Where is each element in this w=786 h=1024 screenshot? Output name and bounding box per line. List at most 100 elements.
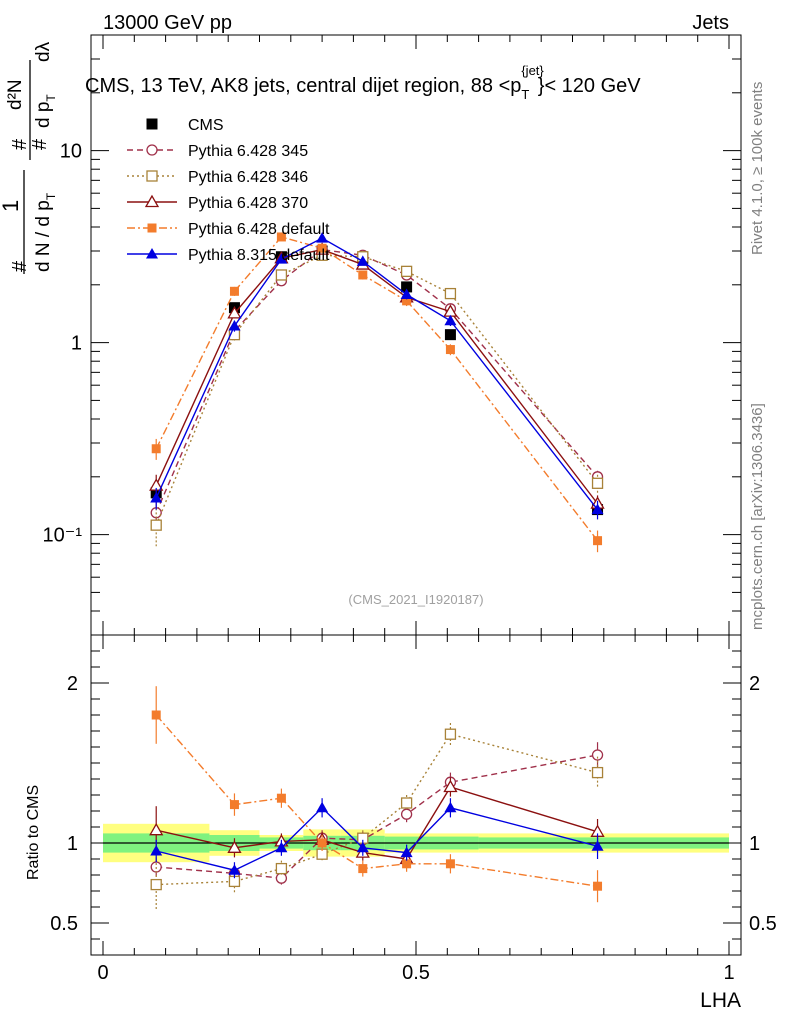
ratio-point-p345	[591, 749, 604, 761]
ratio-line-p345	[156, 754, 598, 879]
data-point-p6def	[151, 444, 161, 454]
data-point-p346	[591, 477, 604, 489]
ratio-point-p346	[400, 797, 413, 809]
rivet-version-label: Rivet 4.1.0, ≥ 100k events	[749, 82, 766, 255]
title-main: CMS, 13 TeV, AK8 jets, central dijet reg…	[85, 75, 521, 97]
ylabel-dndpt-main: d N / d p	[33, 200, 54, 272]
data-point-p8def	[228, 320, 241, 331]
legend-label-p8def: Pythia 8.315 default	[188, 247, 330, 264]
ylabel-dlambda: dλ	[33, 41, 54, 62]
ratio-y-tick-label: 1	[67, 833, 78, 855]
ratio-point-p6def	[317, 838, 327, 848]
ratio-point-p8def	[150, 845, 163, 856]
x-tick-label: 1	[723, 962, 734, 984]
ratio-point-p370	[149, 822, 164, 836]
ratio-y-tick-label-right: 2	[749, 673, 760, 695]
main-panel: 10⁻¹ 1 10 CMS, 13 TeV, AK8 jets, central d…	[0, 34, 742, 636]
main-title: CMS, 13 TeV, AK8 jets, central dijet reg…	[85, 63, 641, 102]
data-point-p8def	[444, 314, 457, 326]
data-point-p8def	[316, 232, 329, 243]
ylabel-hash-2: #	[9, 138, 31, 150]
ylabel-one: 1	[0, 200, 23, 212]
title-sup: {jet}	[521, 63, 544, 78]
data-point-p346	[150, 519, 162, 531]
data-point-p8def	[150, 492, 163, 503]
legend-label-p345: Pythia 6.428 345	[188, 143, 308, 160]
y-tick-label: 10⁻¹	[43, 525, 83, 547]
series-p8def	[150, 232, 604, 520]
ratio-y-tick-label-right: 1	[749, 833, 760, 855]
ratio-series-p6def	[151, 686, 603, 903]
ylabel-hash-1: #	[9, 260, 31, 272]
mcplots-label: mcplots.cern.ch [arXiv:1306.3436]	[749, 403, 766, 630]
data-point-cms	[444, 329, 456, 341]
series-p345	[150, 243, 604, 527]
ratio-point-p6def	[358, 864, 368, 874]
legend-item-p345: Pythia 6.428 345	[127, 143, 308, 160]
ratio-y-tick-label-right: 0.5	[749, 913, 777, 935]
ylabel-d2n: d²N	[5, 79, 26, 110]
ratio-point-p346	[444, 728, 457, 740]
analysis-watermark: (CMS_2021_I1920187)	[348, 592, 483, 607]
legend-marker-p346	[146, 170, 158, 182]
ratio-point-p8def	[444, 801, 457, 813]
ratio-line-p346	[156, 733, 598, 886]
legend-marker-p345	[146, 144, 158, 156]
ratio-frame	[90, 634, 742, 956]
header-category: Jets	[692, 12, 729, 34]
ratio-point-p8def	[356, 841, 369, 853]
legend-marker-p6def	[147, 223, 157, 233]
main-axes: 10⁻¹ 1 10	[43, 34, 741, 636]
series-cms	[150, 245, 604, 516]
ratio-point-p370	[227, 840, 242, 853]
ratio-line-p6def	[155, 714, 598, 887]
ratio-point-p6def	[593, 881, 603, 891]
data-point-p6def	[402, 296, 412, 306]
data-point-p346	[444, 287, 457, 300]
series-line-p346	[155, 254, 599, 526]
main-ylabel: # 1 d N / d pT # d²N # d pT dλ	[0, 41, 58, 274]
y-tick-label: 10	[60, 141, 82, 163]
data-point-cms	[401, 281, 413, 293]
data-point-p6def	[229, 286, 239, 296]
title-tail: }< 120 GeV	[538, 75, 642, 97]
data-point-p8def	[400, 288, 413, 300]
legend-marker-p8def	[146, 248, 158, 259]
legend-item-p8def: Pythia 8.315 default	[127, 247, 330, 264]
legend-item-p370: Pythia 6.428 370	[127, 194, 308, 212]
ratio-ylabel: Ratio to CMS	[25, 785, 42, 880]
ratio-line-p8def	[156, 806, 598, 871]
ratio-point-p6def	[151, 710, 161, 720]
ratio-point-p346	[275, 862, 288, 875]
ratio-point-p8def	[591, 840, 604, 851]
legend-label-p6def: Pythia 6.428 default	[188, 221, 330, 238]
ratio-point-p6def	[445, 859, 455, 869]
series-line-p8def	[155, 237, 599, 511]
ratio-line-p370	[156, 786, 598, 860]
ylabel-dndpt: d N / d pT	[33, 192, 58, 272]
legend-marker-p370	[144, 194, 160, 208]
header-process: 13000 GeV pp	[103, 12, 232, 34]
ratio-point-p346	[150, 878, 162, 891]
ratio-point-p370	[443, 779, 458, 793]
ratio-xlabel: LHA	[700, 989, 741, 1012]
data-point-p370	[227, 306, 242, 319]
ratio-point-p8def	[400, 846, 413, 858]
legend-label-p346: Pythia 6.428 346	[188, 169, 308, 186]
ratio-y-tick-label: 2	[67, 673, 78, 695]
data-point-p6def	[276, 232, 286, 242]
series-p346	[150, 249, 604, 547]
ylabel-dpt: d pT	[33, 94, 58, 128]
ratio-point-p8def	[316, 801, 329, 813]
ratio-point-p6def	[229, 800, 239, 810]
ratio-point-p346	[591, 766, 604, 779]
ratio-point-p8def	[275, 841, 288, 853]
ylabel-dpt-main: d p	[33, 102, 54, 128]
legend: CMS Pythia 6.428 345 Pythia 6.428 346 Pythi…	[127, 117, 330, 264]
series-p6def	[151, 232, 603, 553]
ylabel-dndpt-sub: T	[44, 192, 58, 200]
series-line-p345	[155, 248, 599, 514]
series-line-p6def	[155, 236, 599, 542]
ratio-point-p345	[400, 808, 413, 820]
